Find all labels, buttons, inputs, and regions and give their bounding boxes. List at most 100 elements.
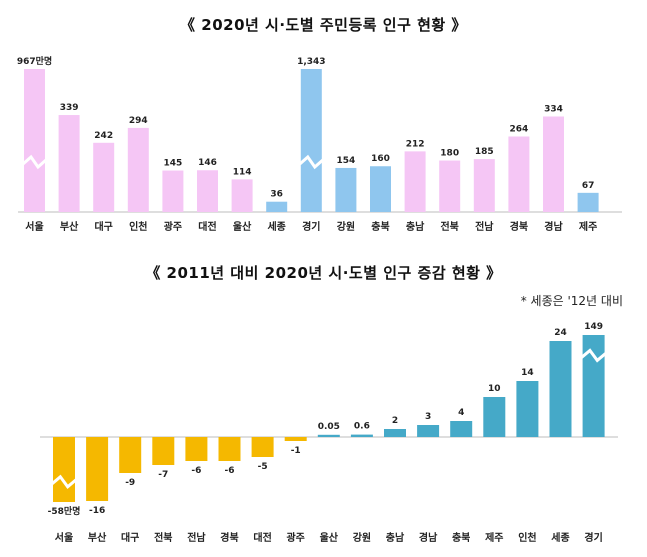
chart2-bar-0 bbox=[53, 437, 75, 502]
chart2-break-16 bbox=[580, 348, 607, 363]
chart2-category-5: 경북 bbox=[220, 531, 238, 544]
chart1-bar-11 bbox=[404, 151, 426, 212]
chart2-value-label-15: 24 bbox=[554, 328, 567, 338]
chart2-category-0: 서울 bbox=[55, 531, 73, 544]
chart2-category-1: 부산 bbox=[88, 531, 107, 544]
chart1-bar-12 bbox=[439, 160, 461, 212]
chart2-value-label-4: -6 bbox=[191, 466, 201, 476]
chart2-break-0 bbox=[51, 474, 77, 489]
chart1-category-15: 경남 bbox=[544, 220, 563, 233]
chart1-value-label-2: 242 bbox=[94, 131, 113, 141]
chart2-value-label-16: 149 bbox=[584, 322, 603, 332]
chart2-category-2: 대구 bbox=[121, 531, 139, 544]
chart1-bar-16 bbox=[577, 192, 599, 212]
chart2-bar-15 bbox=[549, 341, 572, 437]
chart2-bar-3 bbox=[152, 437, 175, 465]
chart1-value-label-14: 264 bbox=[510, 124, 529, 134]
chart1-bar-4 bbox=[162, 170, 184, 212]
chart1-category-11: 충남 bbox=[406, 220, 425, 233]
chart1-category-9: 강원 bbox=[337, 220, 355, 233]
chart1-value-label-9: 154 bbox=[337, 156, 356, 166]
chart2-value-label-7: -1 bbox=[291, 446, 301, 456]
chart1-bar-5 bbox=[197, 170, 218, 212]
chart2-bar-7 bbox=[284, 437, 307, 441]
chart2-bar-13 bbox=[483, 397, 506, 437]
chart2-value-label-2: -9 bbox=[125, 478, 135, 488]
chart1-category-10: 충북 bbox=[371, 220, 389, 233]
chart2-bar-6 bbox=[251, 437, 274, 457]
chart1-break-8 bbox=[298, 154, 324, 170]
chart2-category-12: 충북 bbox=[452, 531, 470, 544]
chart1-value-label-12: 180 bbox=[440, 149, 459, 159]
chart2-value-label-10: 2 bbox=[392, 416, 398, 426]
chart2-category-11: 경남 bbox=[419, 531, 438, 544]
chart1-category-1: 부산 bbox=[60, 220, 79, 233]
chart1-bar-8 bbox=[300, 69, 322, 212]
chart2-value-label-9: 0.6 bbox=[354, 422, 370, 432]
chart2-bar-2 bbox=[119, 437, 142, 473]
chart1-category-0: 서울 bbox=[25, 220, 43, 233]
chart1-value-label-8: 1,343 bbox=[297, 57, 325, 67]
chart1-bar-0 bbox=[24, 69, 45, 212]
chart2-category-16: 경기 bbox=[584, 531, 602, 544]
chart2-bar-9 bbox=[350, 434, 373, 437]
chart2-value-label-1: -16 bbox=[89, 506, 105, 516]
chart1-value-label-7: 36 bbox=[270, 190, 283, 200]
chart1-break-0 bbox=[22, 154, 47, 170]
chart2-title: 《 2011년 대비 2020년 시·도별 인구 증감 현황 》 bbox=[145, 264, 502, 282]
chart2-value-label-6: -5 bbox=[258, 462, 268, 472]
chart1-value-label-16: 67 bbox=[582, 181, 595, 191]
chart2-bar-11 bbox=[417, 425, 440, 437]
chart2-bar-8 bbox=[317, 434, 340, 437]
chart1-category-7: 세종 bbox=[267, 220, 285, 233]
chart2-category-14: 인천 bbox=[518, 531, 536, 544]
chart2-category-7: 광주 bbox=[286, 532, 304, 544]
chart1-value-label-3: 294 bbox=[129, 116, 148, 126]
chart2-value-label-13: 10 bbox=[488, 384, 501, 394]
chart1-category-16: 제주 bbox=[579, 220, 597, 233]
chart1-value-label-13: 185 bbox=[475, 147, 494, 157]
chart1-bar-14 bbox=[508, 136, 530, 212]
chart1-bar-7 bbox=[266, 201, 288, 212]
chart2-bar-5 bbox=[218, 437, 241, 461]
chart1-value-label-11: 212 bbox=[406, 139, 425, 149]
chart1-value-label-4: 145 bbox=[164, 159, 183, 169]
chart2-category-6: 대전 bbox=[253, 531, 271, 544]
chart2-bar-14 bbox=[516, 381, 539, 437]
chart1-bar-1 bbox=[58, 115, 80, 212]
chart2-category-4: 전남 bbox=[187, 531, 206, 544]
chart1-bar-13 bbox=[473, 159, 495, 212]
chart2-value-label-12: 4 bbox=[458, 408, 464, 418]
chart1-bar-3 bbox=[127, 127, 149, 212]
chart2-value-label-0: -58만명 bbox=[48, 505, 81, 517]
chart1-value-label-0: 967만명 bbox=[17, 55, 52, 67]
chart2-bar-12 bbox=[450, 421, 473, 437]
chart1-title: 《 2020년 시·도별 주민등록 인구 현황 》 bbox=[180, 16, 467, 34]
chart1-category-4: 광주 bbox=[164, 221, 182, 233]
chart2-value-label-5: -6 bbox=[225, 466, 235, 476]
chart1-category-5: 대전 bbox=[198, 220, 216, 233]
chart2-category-8: 울산 bbox=[320, 531, 339, 544]
chart2-category-13: 제주 bbox=[485, 531, 503, 544]
chart1-bar-9 bbox=[335, 167, 357, 212]
chart2-category-10: 충남 bbox=[386, 531, 405, 544]
chart1-category-14: 경북 bbox=[510, 220, 528, 233]
chart2-bar-10 bbox=[384, 429, 406, 437]
chart2-bar-16 bbox=[582, 335, 605, 437]
chart2-bar-4 bbox=[185, 437, 208, 461]
chart1-category-12: 전북 bbox=[440, 220, 458, 233]
chart1-bar-10 bbox=[370, 166, 391, 212]
chart1-bar-2 bbox=[93, 142, 115, 212]
chart1-category-3: 인천 bbox=[129, 220, 147, 233]
chart2-value-label-3: -7 bbox=[158, 470, 168, 480]
chart1-value-label-6: 114 bbox=[233, 167, 252, 177]
chart2-value-label-8: 0.05 bbox=[318, 422, 340, 432]
chart1-bar-6 bbox=[231, 179, 253, 212]
chart1-value-label-10: 160 bbox=[371, 154, 390, 164]
chart2-category-15: 세종 bbox=[551, 531, 569, 544]
chart2-category-9: 강원 bbox=[353, 531, 371, 544]
chart1-value-label-15: 334 bbox=[544, 104, 563, 114]
chart2-value-label-14: 14 bbox=[521, 368, 534, 378]
